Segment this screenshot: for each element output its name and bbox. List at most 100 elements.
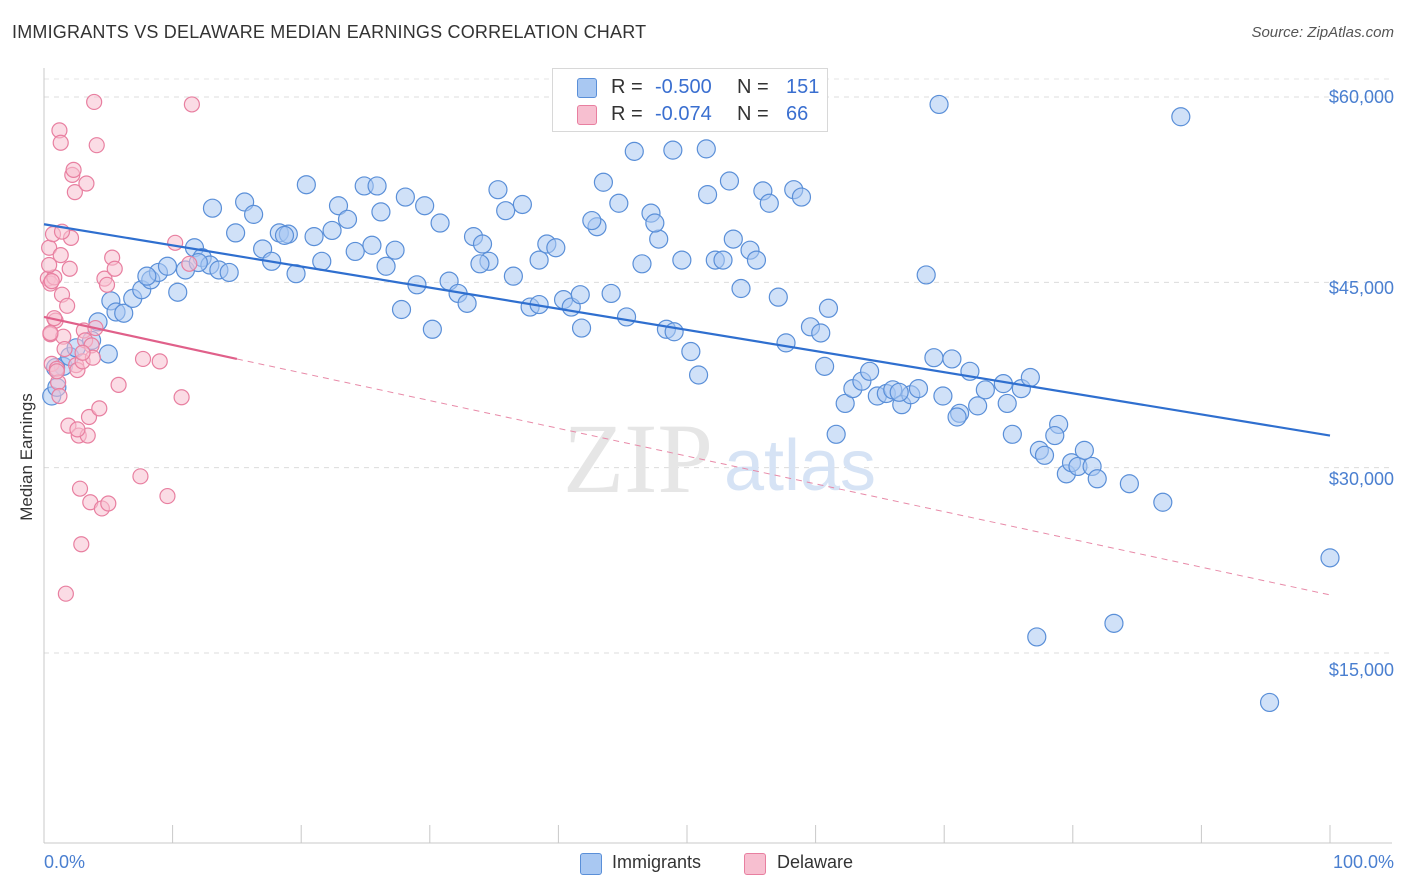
point-immigrants bbox=[1002, 424, 1022, 444]
n-label: N = bbox=[737, 76, 769, 98]
point-immigrants bbox=[512, 194, 532, 215]
point-immigrants bbox=[818, 298, 839, 318]
point-immigrants bbox=[1034, 445, 1055, 465]
point-delaware bbox=[71, 480, 89, 497]
point-delaware bbox=[151, 353, 168, 370]
n-value: 66 bbox=[786, 103, 809, 125]
point-delaware bbox=[52, 247, 69, 264]
point-immigrants bbox=[1027, 627, 1047, 647]
legend-label-immigrants: Immigrants bbox=[612, 852, 702, 872]
legend-swatch-immigrants bbox=[577, 78, 597, 98]
x-tick-label-max: 100.0% bbox=[1332, 852, 1394, 872]
point-delaware bbox=[42, 324, 59, 342]
point-immigrants bbox=[367, 176, 387, 196]
point-immigrants bbox=[696, 139, 716, 159]
point-immigrants bbox=[1259, 692, 1280, 713]
point-delaware bbox=[51, 387, 68, 405]
point-delaware bbox=[41, 256, 58, 274]
point-immigrants bbox=[1087, 469, 1107, 489]
point-immigrants bbox=[385, 240, 405, 260]
point-delaware bbox=[88, 137, 105, 154]
point-delaware bbox=[159, 487, 176, 505]
point-delaware bbox=[100, 495, 117, 512]
point-delaware bbox=[48, 363, 65, 380]
point-delaware bbox=[98, 276, 116, 293]
point-immigrants bbox=[322, 220, 342, 241]
point-immigrants bbox=[296, 175, 316, 195]
point-delaware bbox=[57, 585, 74, 602]
n-label: N = bbox=[737, 103, 769, 125]
point-delaware bbox=[66, 184, 83, 201]
point-immigrants bbox=[759, 193, 779, 213]
point-immigrants bbox=[664, 322, 684, 342]
point-immigrants bbox=[546, 238, 566, 258]
point-immigrants bbox=[137, 266, 157, 286]
point-immigrants bbox=[391, 299, 412, 320]
point-immigrants bbox=[889, 382, 909, 402]
point-delaware bbox=[167, 234, 184, 251]
point-immigrants bbox=[835, 393, 855, 414]
point-immigrants bbox=[422, 319, 442, 339]
point-immigrants bbox=[362, 235, 382, 255]
point-delaware bbox=[183, 96, 200, 113]
point-delaware bbox=[181, 255, 198, 272]
point-delaware bbox=[74, 344, 91, 361]
point-immigrants bbox=[98, 344, 118, 364]
point-immigrants bbox=[815, 356, 835, 376]
point-immigrants bbox=[345, 241, 365, 262]
point-immigrants bbox=[157, 256, 178, 276]
point-immigrants bbox=[719, 171, 740, 191]
point-immigrants bbox=[1320, 548, 1340, 568]
point-immigrants bbox=[672, 250, 692, 270]
point-delaware bbox=[173, 389, 190, 406]
point-immigrants bbox=[1104, 613, 1124, 633]
point-immigrants bbox=[997, 393, 1017, 414]
point-immigrants bbox=[457, 293, 477, 313]
point-immigrants bbox=[244, 204, 264, 224]
point-delaware bbox=[78, 175, 95, 192]
point-immigrants bbox=[472, 234, 493, 254]
point-immigrants bbox=[916, 265, 936, 285]
point-immigrants bbox=[776, 333, 796, 353]
y-tick-label: $45,000 bbox=[1328, 278, 1394, 298]
point-immigrants bbox=[304, 227, 324, 247]
point-immigrants bbox=[1119, 474, 1139, 494]
point-delaware bbox=[73, 536, 90, 553]
point-immigrants bbox=[114, 303, 134, 323]
y-tick-label: $60,000 bbox=[1328, 87, 1394, 107]
point-delaware bbox=[86, 93, 103, 111]
point-delaware bbox=[43, 272, 60, 290]
point-immigrants bbox=[649, 229, 669, 249]
n-value: 151 bbox=[786, 76, 820, 98]
point-delaware bbox=[110, 376, 127, 393]
point-immigrants bbox=[933, 386, 953, 406]
point-immigrants bbox=[632, 254, 652, 274]
point-immigrants bbox=[470, 254, 490, 274]
legend-swatch-delaware bbox=[577, 105, 597, 125]
watermark-zip: ZIP bbox=[563, 403, 713, 514]
point-immigrants bbox=[929, 94, 949, 115]
r-value: -0.500 bbox=[655, 76, 712, 98]
point-immigrants bbox=[274, 225, 295, 245]
point-immigrants bbox=[226, 223, 246, 243]
point-immigrants bbox=[430, 213, 450, 233]
point-immigrants bbox=[582, 210, 602, 231]
x-tick-label-min: 0.0% bbox=[44, 852, 86, 872]
point-immigrants bbox=[908, 378, 929, 399]
point-delaware bbox=[65, 161, 82, 178]
point-immigrants bbox=[624, 141, 644, 161]
point-immigrants bbox=[924, 348, 944, 368]
point-immigrants bbox=[415, 196, 435, 216]
legend-swatch-delaware bbox=[744, 853, 766, 875]
point-immigrants bbox=[688, 365, 709, 385]
point-immigrants bbox=[947, 407, 967, 427]
point-immigrants bbox=[663, 140, 683, 160]
y-tick-label: $15,000 bbox=[1328, 660, 1394, 680]
point-immigrants bbox=[496, 201, 516, 221]
point-delaware bbox=[59, 297, 76, 314]
watermark-atlas: atlas bbox=[724, 426, 876, 506]
watermark: ZIP atlas bbox=[563, 403, 876, 514]
point-immigrants bbox=[529, 250, 549, 270]
point-delaware bbox=[56, 340, 73, 358]
